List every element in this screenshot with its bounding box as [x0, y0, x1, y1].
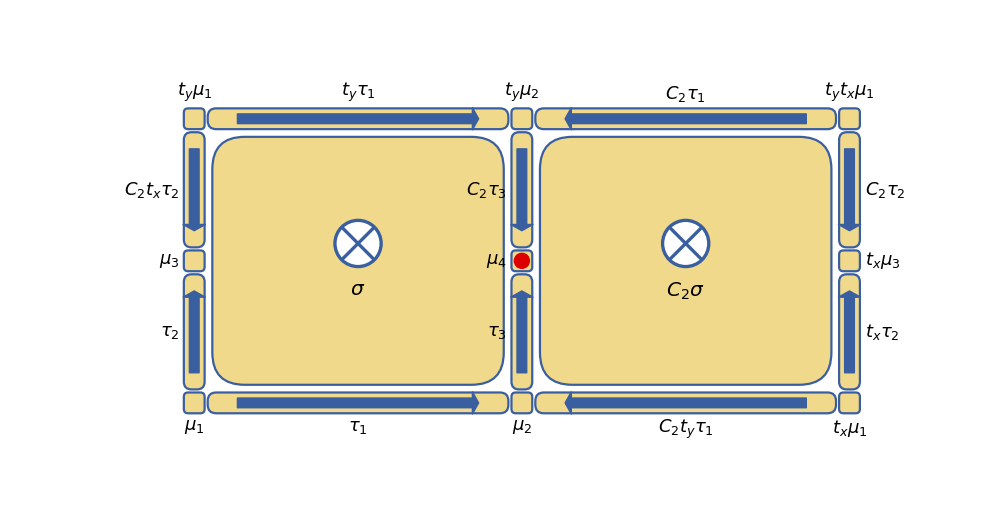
FancyBboxPatch shape — [536, 108, 836, 129]
Text: $t_x\tau_2$: $t_x\tau_2$ — [865, 322, 899, 342]
FancyBboxPatch shape — [536, 393, 836, 413]
FancyBboxPatch shape — [184, 132, 204, 248]
FancyBboxPatch shape — [540, 137, 832, 385]
Text: $C_2\tau_1$: $C_2\tau_1$ — [666, 84, 706, 104]
FancyBboxPatch shape — [184, 393, 204, 413]
FancyBboxPatch shape — [207, 108, 509, 129]
Text: $\tau_2$: $\tau_2$ — [160, 323, 179, 341]
FancyBboxPatch shape — [207, 393, 509, 413]
FancyBboxPatch shape — [839, 393, 860, 413]
Text: $t_y\mu_2$: $t_y\mu_2$ — [505, 80, 540, 104]
FancyBboxPatch shape — [839, 275, 860, 390]
Text: $C_2\tau_2$: $C_2\tau_2$ — [865, 180, 905, 200]
Text: $t_y\tau_1$: $t_y\tau_1$ — [340, 80, 376, 104]
Text: $\mu_1$: $\mu_1$ — [184, 418, 204, 436]
Text: $\mu_3$: $\mu_3$ — [158, 252, 179, 270]
Circle shape — [335, 220, 381, 267]
FancyBboxPatch shape — [184, 108, 204, 129]
FancyBboxPatch shape — [512, 393, 533, 413]
Text: $t_x\mu_1$: $t_x\mu_1$ — [832, 418, 867, 439]
Circle shape — [515, 253, 530, 268]
Text: $t_yt_x\mu_1$: $t_yt_x\mu_1$ — [825, 80, 875, 104]
Text: $\tau_3$: $\tau_3$ — [487, 323, 507, 341]
Text: $\mu_4$: $\mu_4$ — [486, 252, 507, 270]
Text: $\sigma$: $\sigma$ — [350, 280, 366, 299]
Text: $C_2t_y\tau_1$: $C_2t_y\tau_1$ — [658, 418, 714, 441]
Text: $C_2t_x\tau_2$: $C_2t_x\tau_2$ — [124, 180, 179, 200]
FancyBboxPatch shape — [839, 132, 860, 248]
Text: $\mu_2$: $\mu_2$ — [512, 418, 532, 436]
Text: $t_y\mu_1$: $t_y\mu_1$ — [176, 80, 211, 104]
FancyBboxPatch shape — [184, 250, 204, 271]
Text: $C_2\tau_3$: $C_2\tau_3$ — [466, 180, 507, 200]
Text: $\tau_1$: $\tau_1$ — [348, 418, 368, 436]
FancyBboxPatch shape — [512, 132, 533, 248]
FancyBboxPatch shape — [512, 275, 533, 390]
FancyBboxPatch shape — [184, 275, 204, 390]
FancyBboxPatch shape — [212, 137, 504, 385]
FancyBboxPatch shape — [512, 250, 533, 271]
FancyBboxPatch shape — [839, 108, 860, 129]
Circle shape — [663, 220, 709, 267]
Text: $C_2\sigma$: $C_2\sigma$ — [667, 280, 705, 301]
FancyBboxPatch shape — [512, 108, 533, 129]
Text: $t_x\mu_3$: $t_x\mu_3$ — [865, 250, 900, 271]
FancyBboxPatch shape — [839, 250, 860, 271]
